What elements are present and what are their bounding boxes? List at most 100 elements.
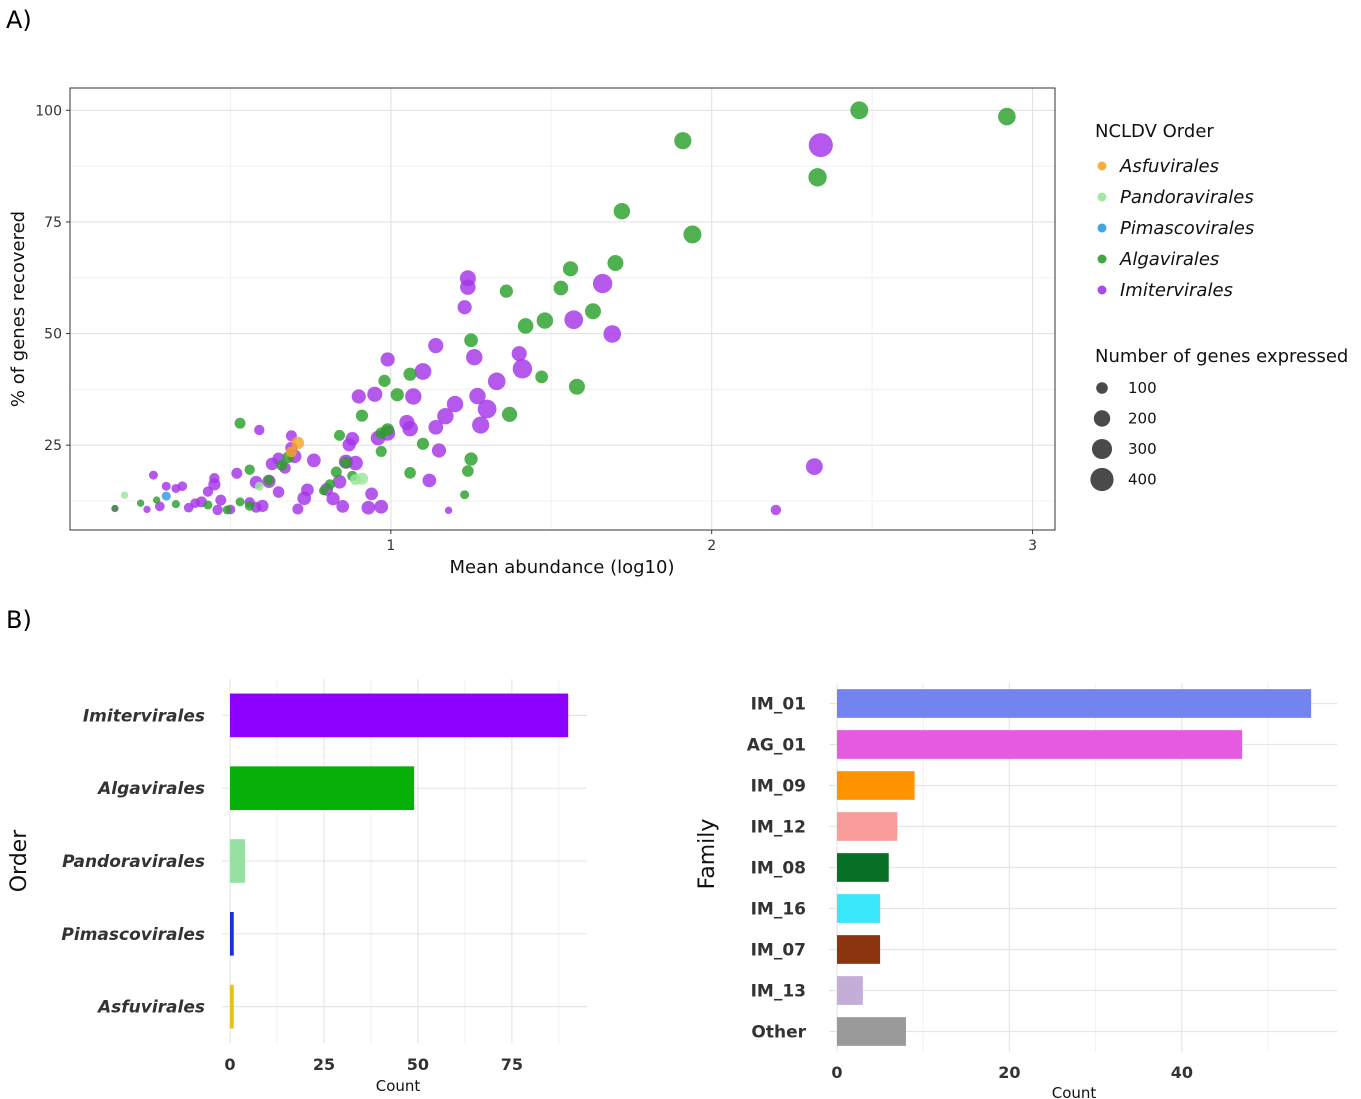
order-bar-imitervirales: [230, 693, 569, 738]
scatter-x-tick-label: 1: [386, 538, 395, 554]
scatter-point-algavirales: [324, 479, 336, 490]
legend-label-algavirales: Algavirales: [1119, 249, 1219, 270]
order-category-label: Pandoravirales: [62, 852, 205, 872]
scatter-point-algavirales: [553, 280, 569, 296]
scatter-point-pandoravirales: [120, 491, 129, 499]
order-bar-algavirales: [230, 766, 415, 811]
scatter-point-imitervirales: [446, 395, 464, 413]
scatter-point-imitervirales: [466, 349, 483, 366]
family-bar-im_16: [837, 894, 881, 923]
scatter-point-imitervirales: [306, 453, 321, 468]
scatter-point-imitervirales: [256, 499, 269, 512]
family-bar-im_07: [837, 935, 881, 964]
scatter-point-imitervirales: [603, 325, 622, 343]
legend-size-key: [1096, 382, 1108, 394]
order-bar-asfuvirales: [230, 984, 234, 1029]
family-category-label: Other: [751, 1023, 806, 1043]
family-bar-chart: IM_01 AG_01 IM_09 IM_12 IM_08 IM_16 IM_07 IM_13…: [695, 683, 1337, 1099]
family-category-label: IM_08: [751, 859, 806, 879]
legend-size-label: 300: [1128, 440, 1157, 458]
legend-color-title: NCLDV Order: [1095, 121, 1214, 142]
scatter-point-algavirales: [460, 490, 470, 500]
scatter-point-pimascovirales: [161, 491, 171, 501]
scatter-point-algavirales: [330, 466, 342, 478]
scatter-y-tick-label: 25: [44, 438, 62, 454]
scatter-point-imitervirales: [805, 458, 823, 476]
legend-size-label: 200: [1128, 410, 1157, 428]
scatter-point-imitervirales: [512, 359, 533, 379]
scatter-chart: 1 2 3 25 50 75 100 Mean abundance (log10) % o…: [8, 87, 1056, 578]
scatter-point-algavirales: [674, 132, 692, 150]
scatter-plot-border: [69, 87, 1056, 531]
order-category-label: Pimascovirales: [61, 925, 205, 945]
scatter-point-imitervirales: [209, 473, 220, 484]
scatter-point-algavirales: [462, 465, 474, 477]
family-y-axis-title: Family: [695, 819, 720, 890]
legend-key-pandoravirales: [1097, 192, 1107, 202]
family-bar-im_08: [837, 853, 889, 882]
legend-label-pandoravirales: Pandoravirales: [1120, 187, 1254, 208]
scatter-point-algavirales: [403, 367, 417, 381]
scatter-point-pandoravirales: [350, 474, 362, 486]
scatter-point-algavirales: [390, 388, 404, 402]
scatter-y-tick-label: 50: [44, 327, 62, 343]
scatter-point-imitervirales: [460, 279, 476, 295]
scatter-point-imitervirales: [402, 420, 418, 437]
order-category-label: Algavirales: [96, 779, 205, 799]
family-category-label: IM_09: [751, 777, 806, 797]
legend-size-key: [1093, 410, 1111, 427]
scatter-point-algavirales: [562, 261, 579, 277]
legend-size-title: Number of genes expressed: [1095, 346, 1348, 367]
scatter-point-imitervirales: [457, 300, 472, 315]
order-x-tick-label: 75: [501, 1055, 523, 1074]
scatter-point-algavirales: [464, 333, 478, 348]
scatter-points: [111, 101, 1016, 516]
scatter-point-imitervirales: [154, 501, 165, 512]
scatter-point-algavirales: [375, 445, 387, 457]
legend-key-pimascovirales: [1097, 223, 1107, 233]
order-x-axis-title: Count: [376, 1077, 421, 1095]
order-category-label: Imitervirales: [83, 706, 205, 726]
scatter-x-tick-label: 2: [707, 538, 716, 554]
scatter-point-imitervirales: [215, 494, 227, 506]
scatter-point-algavirales: [613, 203, 631, 220]
scatter-point-asfuvirales: [285, 446, 297, 458]
scatter-point-imitervirales: [469, 387, 486, 405]
scatter-point-imitervirales: [143, 505, 151, 514]
scatter-point-algavirales: [235, 497, 245, 507]
legend-label-asfuvirales: Asfuvirales: [1119, 156, 1219, 177]
scatter-point-algavirales: [152, 496, 161, 504]
family-category-label: IM_12: [751, 818, 806, 838]
scatter-point-algavirales: [340, 456, 352, 469]
legend-label-imitervirales: Imitervirales: [1120, 280, 1233, 301]
scatter-point-imitervirales: [422, 473, 437, 488]
family-category-label: IM_01: [751, 695, 806, 715]
family-x-tick-label: 0: [831, 1063, 842, 1082]
scatter-point-algavirales: [234, 417, 246, 429]
scatter-point-imitervirales: [361, 500, 376, 515]
family-x-ticks: 0 20 40: [831, 1063, 1193, 1082]
family-x-axis-title: Count: [1052, 1084, 1097, 1099]
scatter-point-algavirales: [683, 225, 702, 244]
scatter-point-imitervirales: [414, 363, 432, 380]
legend-key-asfuvirales: [1097, 161, 1107, 171]
scatter-point-imitervirales: [177, 481, 188, 492]
scatter-point-imitervirales: [365, 487, 378, 501]
scatter-point-algavirales: [536, 312, 554, 329]
scatter-point-pandoravirales: [254, 481, 264, 491]
order-category-labels: Imitervirales Algavirales Pandoravirales Pi…: [61, 706, 205, 1017]
scatter-point-imitervirales: [348, 455, 363, 471]
family-category-label: IM_07: [751, 941, 806, 961]
scatter-point-algavirales: [416, 437, 430, 450]
legend-size-key: [1091, 438, 1113, 460]
scatter-point-algavirales: [276, 459, 288, 471]
scatter-y-tick-label: 75: [44, 215, 62, 231]
legend-size-items: 100 200 300 400: [1090, 379, 1157, 492]
scatter-point-imitervirales: [254, 424, 265, 436]
order-bars: [230, 693, 569, 1029]
scatter-point-algavirales: [850, 101, 869, 120]
scatter-point-imitervirales: [592, 273, 613, 294]
scatter-point-algavirales: [535, 370, 548, 384]
family-bar-im_12: [837, 812, 898, 841]
scatter-point-imitervirales: [808, 133, 833, 158]
